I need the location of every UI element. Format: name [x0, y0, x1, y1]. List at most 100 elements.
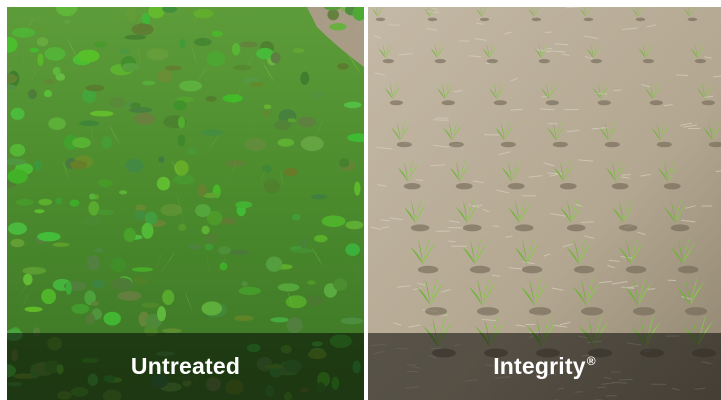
weed-clump: [89, 193, 96, 200]
corn-leaf: [66, 37, 78, 60]
weed-clump: [28, 89, 37, 100]
weed-clump: [7, 169, 28, 184]
weed-clump: [103, 311, 121, 326]
weed-clump: [312, 91, 326, 98]
residue-streak: [549, 172, 563, 177]
weed-clump: [10, 107, 25, 120]
weed-clump: [345, 243, 360, 256]
residue-streak: [515, 324, 525, 327]
weed-clump: [43, 90, 53, 98]
weed-clump: [285, 295, 307, 309]
residue-streak: [476, 22, 484, 25]
corn-leaf: [184, 289, 193, 312]
weed-clump: [201, 301, 223, 316]
residue-streak: [430, 164, 446, 167]
weed-clump: [206, 210, 223, 226]
corn-leaf: [206, 253, 210, 276]
weed-clump: [157, 306, 166, 322]
residue-streak: [622, 27, 638, 30]
weed-clump: [290, 248, 314, 253]
residue-streak: [374, 35, 382, 39]
residue-streak: [663, 104, 673, 107]
weed-clump: [201, 225, 210, 235]
corn-seedling: [397, 157, 421, 190]
weed-clump: [217, 246, 231, 255]
weed-clump: [220, 217, 236, 225]
weed-clump: [90, 110, 114, 117]
weed-clump: [161, 328, 182, 334]
residue-streak: [505, 235, 513, 238]
weed-clump: [292, 48, 305, 53]
residue-streak: [492, 225, 500, 227]
residue-streak: [408, 324, 421, 328]
weed-clump: [56, 7, 78, 17]
residue-streak: [543, 253, 551, 257]
weed-clump: [173, 100, 187, 111]
integrity-label-text: Integrity: [493, 353, 586, 379]
weed-clump: [203, 192, 219, 199]
residue-streak: [498, 151, 511, 155]
weed-clump: [43, 79, 56, 85]
weed-clump: [8, 222, 27, 235]
weed-clump: [52, 66, 61, 76]
residue-streak: [566, 130, 580, 132]
untreated-label: Untreated: [130, 353, 241, 379]
weed-clump: [156, 176, 171, 191]
weed-clump: [201, 129, 224, 136]
residue-streak: [491, 274, 500, 277]
corn-leaf: [310, 245, 324, 268]
weed-clump: [85, 84, 105, 92]
residue-streak: [370, 226, 381, 230]
corn-seedling: [657, 157, 681, 190]
weed-clump: [94, 41, 108, 48]
residue-streak: [417, 282, 426, 286]
weed-clump: [82, 88, 96, 104]
residue-streak: [554, 43, 569, 46]
weed-clump: [69, 199, 80, 207]
integrity-label: Integrity®: [493, 353, 596, 380]
corn-seedling: [605, 157, 629, 190]
weed-clump: [286, 317, 303, 334]
residue-streak: [376, 146, 393, 150]
weed-clump: [219, 262, 228, 271]
weed-clump: [84, 290, 96, 306]
weed-clump: [55, 197, 63, 205]
residue-streak: [380, 219, 390, 222]
weed-clump: [231, 43, 241, 56]
weed-clump: [228, 249, 249, 255]
weed-clump: [241, 281, 248, 287]
corn-leaf: [261, 61, 275, 84]
weed-clump: [204, 243, 213, 251]
weed-clump: [142, 13, 151, 26]
residue-streak: [598, 280, 613, 284]
weed-clump: [77, 49, 100, 63]
corn-seedling: [599, 119, 620, 148]
weed-clump: [79, 120, 100, 127]
weed-clump: [65, 281, 72, 295]
weed-clump: [91, 279, 105, 289]
weed-clump: [144, 211, 158, 226]
weed-clump: [300, 71, 310, 86]
weed-clump: [307, 280, 316, 285]
weed-clump: [7, 84, 17, 90]
residue-streak: [640, 173, 651, 177]
weed-clump: [178, 223, 187, 231]
weed-clump: [117, 291, 142, 301]
corn-leaf: [136, 45, 142, 68]
residue-streak: [496, 189, 510, 194]
weed-clump: [133, 276, 148, 285]
weed-clump: [11, 27, 35, 38]
residue-streak: [646, 24, 657, 28]
weed-clump: [195, 204, 211, 217]
weed-clump: [261, 164, 272, 173]
residue-streak: [551, 287, 564, 291]
weed-clump: [265, 256, 283, 272]
weed-clump: [277, 283, 300, 292]
weed-clump: [148, 7, 165, 19]
weed-clump: [197, 183, 207, 197]
weed-clump: [284, 167, 299, 177]
weed-clump: [233, 64, 252, 71]
weed-clump: [160, 204, 183, 216]
residue-streak: [591, 127, 608, 130]
residue-streak: [704, 56, 712, 59]
